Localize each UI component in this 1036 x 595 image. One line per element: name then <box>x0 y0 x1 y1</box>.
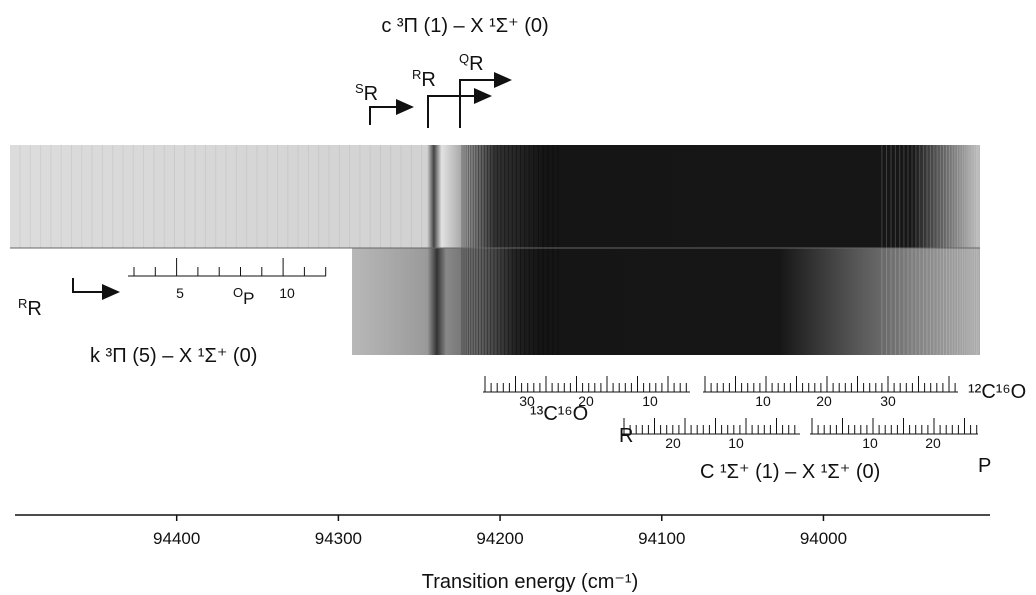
spectrum-image <box>10 145 980 355</box>
arrow-QR <box>459 72 512 128</box>
branch-label: RR <box>412 67 436 91</box>
arrow-RR <box>427 88 492 128</box>
x-tick-label: 94400 <box>153 529 200 548</box>
branch-sup: S <box>355 81 364 96</box>
branch-R-label: R <box>619 425 633 447</box>
band-C-label: C ¹Σ⁺ (1) – X ¹Σ⁺ (0) <box>700 461 880 483</box>
x-tick-label: 94300 <box>315 529 362 548</box>
x-axis-title: Transition energy (cm⁻¹) <box>422 571 639 593</box>
arrow-SR <box>369 99 414 125</box>
branch-label: RR <box>18 296 42 320</box>
annotations <box>15 72 990 516</box>
arrow-RR-k <box>72 278 120 300</box>
branch-P-label: P <box>978 455 991 477</box>
ladder-label: 20 <box>578 393 594 409</box>
ladder-label: 20 <box>816 393 832 409</box>
ladder-label: 10 <box>642 393 658 409</box>
ladder-label: 20 <box>925 435 941 451</box>
isotope-13-label: ¹³C¹⁶O <box>530 403 588 425</box>
branch-sup: R <box>18 296 27 311</box>
branch-sup: R <box>412 67 421 82</box>
branch-main: R <box>469 53 483 75</box>
branch-label: OP <box>233 285 254 308</box>
branch-main: P <box>243 289 254 308</box>
branch-main: R <box>27 298 41 320</box>
ladder-label: 30 <box>519 393 535 409</box>
scale-label: 5 <box>176 285 184 301</box>
spectrum-bottom <box>352 248 980 355</box>
branch-main: R <box>364 83 378 105</box>
band-k-label: k ³Π (5) – X ¹Σ⁺ (0) <box>90 345 257 367</box>
band-c-label: c ³Π (1) – X ¹Σ⁺ (0) <box>381 15 548 37</box>
ladder-label: 10 <box>755 393 771 409</box>
ladder-label: 10 <box>862 435 878 451</box>
x-tick-label: 94100 <box>638 529 685 548</box>
ladder-label: 20 <box>665 435 681 451</box>
branch-label: QR <box>459 51 484 75</box>
isotope-12-label: ¹²C¹⁶O <box>968 381 1026 403</box>
ladder-label: 30 <box>880 393 896 409</box>
x-tick-label: 94000 <box>800 529 847 548</box>
branch-sup: Q <box>459 51 469 66</box>
ladder-label: 10 <box>728 435 744 451</box>
spectrum-top <box>10 145 980 248</box>
branch-label: SR <box>355 81 378 105</box>
x-tick-label: 94200 <box>476 529 523 548</box>
branch-sup: O <box>233 285 243 300</box>
scale-label: 10 <box>279 285 295 301</box>
branch-main: R <box>421 69 435 91</box>
